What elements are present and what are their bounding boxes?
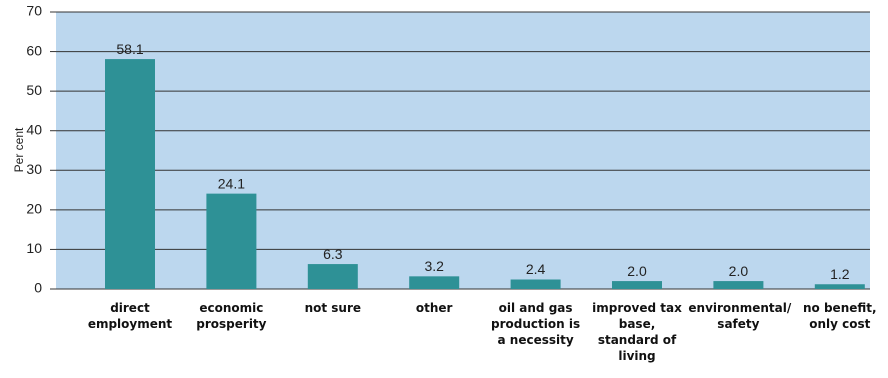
x-tick-label: not sure [304,301,362,315]
bar [206,193,257,289]
y-tick-label: 0 [34,280,42,296]
y-tick-label: 60 [26,42,42,58]
bar [612,281,662,289]
value-label: 2.0 [729,263,749,279]
bar [105,59,155,290]
y-tick-label: 20 [26,201,42,217]
x-tick-label: no benefit, only cost [803,301,877,331]
bar [409,276,460,289]
bar [307,264,358,289]
y-tick-label: 30 [26,161,42,177]
value-label: 2.0 [627,263,647,279]
value-label: 6.3 [323,246,343,262]
x-tick-label: other [415,301,453,315]
value-label: 1.2 [830,266,850,282]
x-tick-label: direct employment [87,301,173,331]
value-label: 2.4 [526,261,546,277]
bar [510,279,561,289]
x-tick-label: economic prosperity [196,301,267,331]
bar [713,281,764,289]
x-tick-label: environmental/ safety [688,301,792,331]
y-tick-label: 50 [26,82,42,98]
x-tick-label: oil and gas production is a necessity [491,301,581,347]
y-axis-label: Per cent [12,127,26,172]
x-tick-label: improved tax base, standard of living [592,301,682,363]
bar [814,284,865,289]
y-tick-label: 40 [26,121,42,137]
value-label: 58.1 [116,41,143,57]
y-tick-label: 70 [26,3,42,19]
value-label: 3.2 [424,258,444,274]
value-label: 24.1 [218,175,245,191]
plot-background [56,12,870,289]
y-tick-label: 10 [26,240,42,256]
